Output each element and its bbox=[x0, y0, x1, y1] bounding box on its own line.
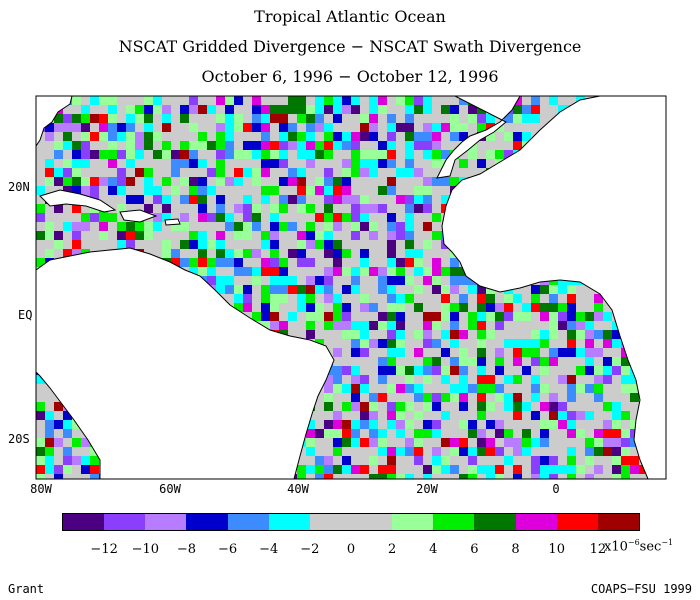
colorbar-swatch bbox=[63, 514, 105, 530]
colorbar-tick-label: −10 bbox=[131, 542, 159, 557]
colorbar-tick-label: −12 bbox=[90, 542, 118, 557]
footer-right: COAPS−FSU 1999 bbox=[590, 582, 692, 596]
colorbar-swatch bbox=[556, 514, 598, 530]
colorbar-swatch bbox=[268, 514, 310, 530]
colorbar-tick-label: 12 bbox=[589, 542, 607, 557]
unit-sec: sec bbox=[639, 539, 662, 555]
colorbar-tick-label: −4 bbox=[259, 542, 279, 557]
colorbar-swatch bbox=[392, 514, 434, 530]
colorbar-swatch bbox=[309, 514, 351, 530]
colorbar-swatch bbox=[597, 514, 639, 530]
colorbar-tick-label: 4 bbox=[429, 542, 438, 557]
title-line-1: Tropical Atlantic Ocean bbox=[254, 7, 446, 26]
lat-label-20n: 20N bbox=[8, 180, 30, 194]
colorbar-tick-label: 2 bbox=[388, 542, 397, 557]
north-america-land bbox=[36, 96, 73, 147]
colorbar-swatch bbox=[350, 514, 393, 530]
lat-label-eq: EQ bbox=[18, 308, 33, 322]
unit-exponent-1: −6 bbox=[627, 538, 640, 547]
northeast-coast-land bbox=[436, 96, 521, 179]
colorbar-tick-label: −6 bbox=[217, 542, 238, 557]
colorbar-swatch bbox=[145, 514, 187, 530]
colorbar-swatch bbox=[474, 514, 516, 530]
lon-label-60w: 60W bbox=[159, 482, 181, 496]
cuba-island bbox=[39, 189, 117, 213]
colorbar-tick-label: 8 bbox=[511, 542, 520, 557]
colorbar-tick-label: −8 bbox=[176, 542, 197, 557]
colorbar-tick-label: 0 bbox=[346, 542, 356, 557]
colorbar-tick-label: −2 bbox=[300, 542, 320, 557]
lon-label-20w: 20W bbox=[416, 482, 438, 496]
footer-left: Grant bbox=[8, 582, 45, 596]
colorbar-unit: x10−6sec−1 bbox=[604, 538, 673, 554]
colorbar-tick-label: 10 bbox=[548, 542, 565, 557]
south-america-land bbox=[36, 247, 335, 479]
unit-exponent-2: −1 bbox=[661, 538, 674, 547]
colorbar-swatch bbox=[515, 514, 557, 530]
colorbar-swatch bbox=[433, 514, 475, 530]
map-frame bbox=[35, 95, 667, 480]
africa-land bbox=[441, 96, 666, 479]
title-line-2: NSCAT Gridded Divergence − NSCAT Swath D… bbox=[118, 37, 582, 56]
land-masses bbox=[36, 96, 666, 479]
colorbar-swatch bbox=[104, 514, 146, 530]
colorbar-swatch bbox=[227, 514, 269, 530]
lat-label-20s: 20S bbox=[8, 432, 30, 446]
colorbar-tick-label: 6 bbox=[470, 542, 479, 557]
puerto-rico-island bbox=[164, 218, 181, 226]
title-line-3: October 6, 1996 − October 12, 1996 bbox=[201, 67, 499, 86]
lon-label-80w: 80W bbox=[30, 482, 52, 496]
hispaniola-island bbox=[119, 209, 158, 223]
lon-label-40w: 40W bbox=[287, 482, 309, 496]
unit-base: x10 bbox=[604, 539, 628, 555]
colorbar-swatch bbox=[186, 514, 228, 530]
colorbar bbox=[62, 513, 640, 531]
lon-label-0: 0 bbox=[552, 482, 560, 496]
